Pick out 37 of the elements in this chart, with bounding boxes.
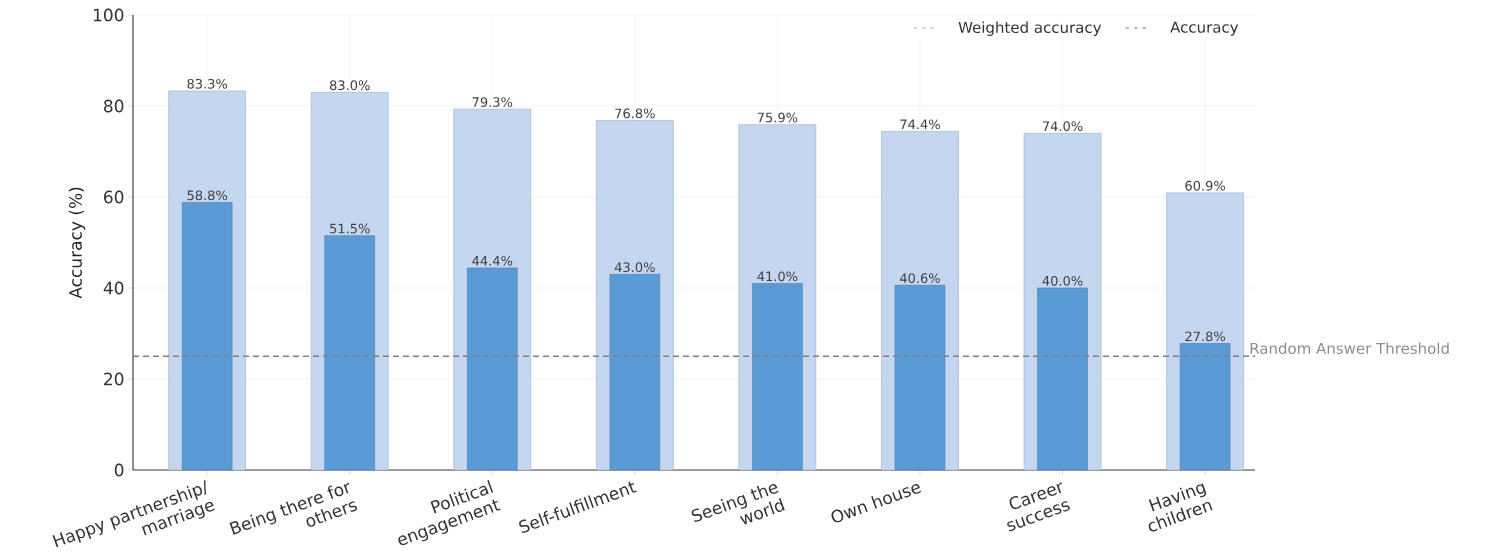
- data-label: 43.0%: [614, 262, 655, 273]
- ref-line-label: Random Answer Threshold: [1250, 342, 1449, 355]
- bar: [181, 202, 233, 471]
- x-tick-label: Being there for others: [229, 482, 358, 535]
- bar: [609, 274, 661, 471]
- bar: [324, 235, 375, 471]
- y-tick-label: 40: [103, 281, 124, 295]
- data-label: 79.3%: [472, 97, 513, 107]
- x-tick-label: Own house: [831, 484, 921, 523]
- data-label: 83.0%: [329, 80, 370, 91]
- legend-label: Weighted accuracy: [958, 21, 1102, 36]
- data-label: 74.0%: [1042, 121, 1083, 132]
- bar: [752, 283, 803, 471]
- bar: [894, 284, 946, 471]
- data-label: 58.8%: [187, 190, 228, 201]
- data-label: 41.0%: [757, 271, 798, 282]
- data-label: 44.4%: [472, 255, 513, 266]
- bar: [1179, 343, 1231, 471]
- bar: [1037, 287, 1088, 471]
- data-label: 27.8%: [1185, 331, 1226, 342]
- y-tick-label: 0: [114, 463, 124, 477]
- x-tick-label: Seeing the world: [691, 484, 785, 525]
- data-label: 75.9%: [757, 112, 798, 123]
- y-axis-title: Accuracy (%): [68, 187, 86, 299]
- data-label: 60.9%: [1185, 180, 1226, 191]
- data-label: 40.0%: [1042, 275, 1083, 286]
- data-label: 51.5%: [330, 223, 370, 234]
- y-tick-label: 80: [104, 99, 124, 113]
- data-label: 40.6%: [899, 273, 940, 284]
- data-label: 76.8%: [615, 108, 655, 119]
- legend-label: Accuracy: [1170, 21, 1239, 36]
- y-tick-label: 60: [104, 190, 124, 204]
- y-tick-label: 100: [93, 8, 124, 22]
- data-label: 74.4%: [900, 119, 940, 130]
- data-label: 83.3%: [187, 78, 228, 89]
- y-tick-label: 20: [104, 372, 124, 386]
- bar: [467, 267, 518, 471]
